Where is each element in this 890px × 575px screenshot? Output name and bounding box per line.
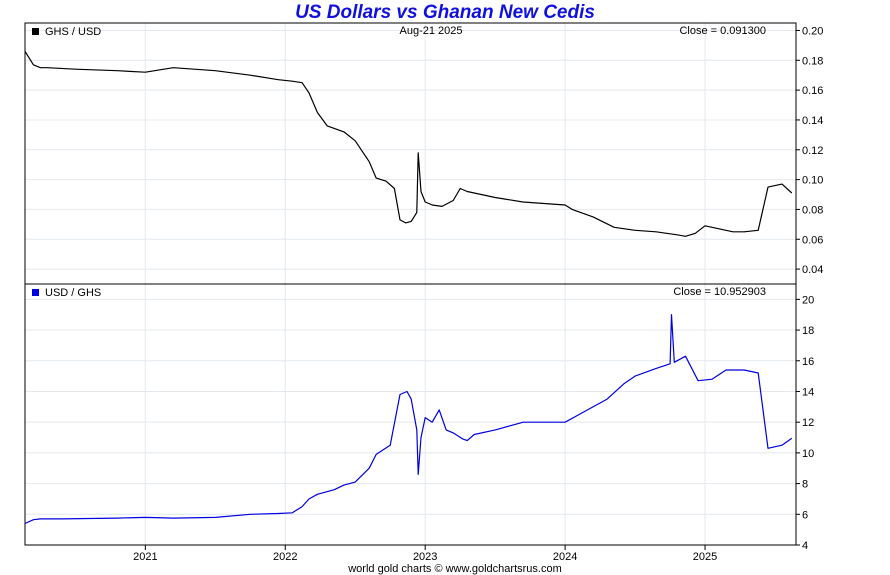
- y-tick-label: 10: [802, 448, 814, 460]
- y-tick-label: 18: [802, 325, 814, 337]
- y-tick-label: 0.06: [802, 234, 823, 246]
- legend-swatch: [32, 289, 39, 296]
- chart-title: US Dollars vs Ghanan New Cedis: [295, 2, 595, 23]
- x-tick-label: 2023: [413, 551, 437, 563]
- y-tick-label: 16: [802, 356, 814, 368]
- y-tick-label: 0.08: [802, 204, 823, 216]
- y-tick-label: 0.04: [802, 264, 823, 276]
- y-tick-label: 8: [802, 479, 808, 491]
- legend-swatch: [32, 28, 39, 35]
- close-label: Close = 10.952903: [673, 286, 766, 298]
- footer-credit: world gold charts © www.goldchartsrus.co…: [348, 563, 562, 575]
- y-tick-label: 20: [802, 294, 814, 306]
- date-label: Aug-21 2025: [400, 25, 463, 37]
- close-label: Close = 0.091300: [679, 25, 766, 37]
- y-tick-label: 0.20: [802, 25, 823, 37]
- y-tick-label: 4: [802, 540, 808, 552]
- y-tick-label: 6: [802, 509, 808, 521]
- legend-label: GHS / USD: [45, 26, 101, 38]
- y-tick-label: 0.14: [802, 115, 823, 127]
- x-tick-label: 2025: [693, 551, 717, 563]
- x-tick-label: 2022: [273, 551, 297, 563]
- legend-label: USD / GHS: [45, 287, 101, 299]
- x-tick-label: 2021: [133, 551, 157, 563]
- y-tick-label: 14: [802, 386, 814, 398]
- x-tick-label: 2024: [553, 551, 577, 563]
- series-line: [24, 314, 793, 525]
- series-line: [24, 50, 793, 237]
- panel-frame: [24, 283, 797, 546]
- y-tick-label: 0.10: [802, 175, 823, 187]
- panel-frame: [24, 22, 797, 285]
- y-tick-label: 0.12: [802, 145, 823, 157]
- y-tick-label: 12: [802, 417, 814, 429]
- y-tick-label: 0.16: [802, 85, 823, 97]
- y-tick-label: 0.18: [802, 55, 823, 67]
